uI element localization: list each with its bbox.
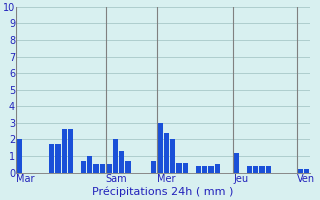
Bar xyxy=(298,169,303,173)
Bar xyxy=(266,166,271,173)
Bar xyxy=(113,139,118,173)
Bar xyxy=(157,123,163,173)
Bar xyxy=(55,144,60,173)
Bar xyxy=(164,133,169,173)
Bar xyxy=(106,164,112,173)
Bar xyxy=(125,161,131,173)
Bar xyxy=(253,166,258,173)
Bar xyxy=(87,156,92,173)
Bar xyxy=(17,139,22,173)
Bar xyxy=(151,161,156,173)
Bar xyxy=(93,164,99,173)
Bar xyxy=(100,164,105,173)
Bar xyxy=(304,169,309,173)
X-axis label: Précipitations 24h ( mm ): Précipitations 24h ( mm ) xyxy=(92,187,234,197)
Bar xyxy=(215,164,220,173)
Bar xyxy=(196,166,201,173)
Bar xyxy=(176,163,182,173)
Bar xyxy=(183,163,188,173)
Bar xyxy=(49,144,54,173)
Bar xyxy=(247,166,252,173)
Bar xyxy=(234,153,239,173)
Bar xyxy=(170,139,175,173)
Bar xyxy=(68,129,73,173)
Bar xyxy=(208,166,214,173)
Bar xyxy=(202,166,207,173)
Bar xyxy=(81,161,86,173)
Bar xyxy=(61,129,67,173)
Bar xyxy=(119,151,124,173)
Bar xyxy=(259,166,265,173)
